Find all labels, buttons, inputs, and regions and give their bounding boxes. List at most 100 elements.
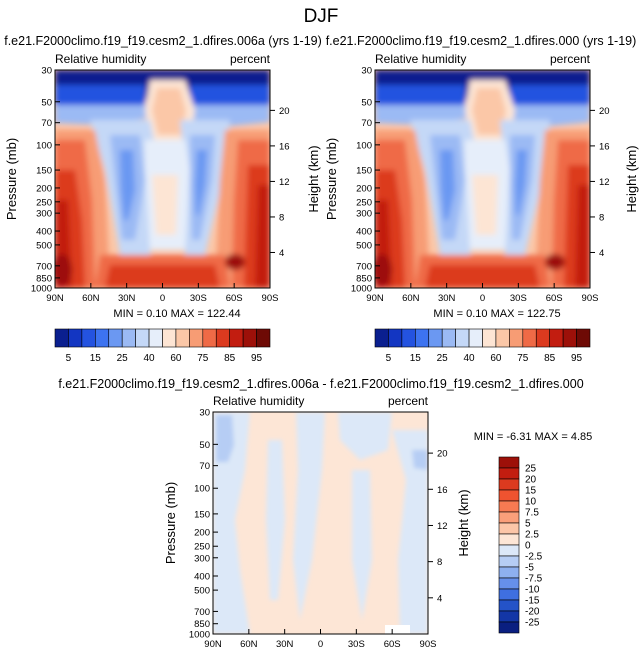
colorbar-label: 25 — [437, 353, 449, 364]
panel-3: f.e21.F2000climo.f19_f19.cesm2_1.dfires.… — [58, 377, 592, 650]
panel-2: f.e21.F2000climo.f19_f19.cesm2_1.dfires.… — [324, 34, 639, 364]
colorbar-swatch — [189, 328, 204, 348]
colorbar-swatch — [121, 328, 136, 348]
colorbar-label: 5 — [66, 353, 72, 364]
y-tick-label: 700 — [194, 607, 210, 618]
y-tick-label: 250 — [356, 197, 372, 208]
colorbar-swatch — [562, 328, 577, 348]
colorbar-swatch — [95, 328, 110, 348]
colorbar-label: -20 — [525, 607, 540, 618]
colorbar-swatch — [498, 588, 520, 601]
colorbar-label: -7.5 — [525, 574, 543, 585]
x-tick-label: 0 — [160, 293, 165, 304]
colorbar-label: 85 — [224, 353, 236, 364]
colorbar-label: 60 — [170, 353, 182, 364]
x-tick-label: 90S — [262, 293, 279, 304]
height-tick-label: 16 — [437, 485, 448, 496]
panel-2-axes: 90N 60N 30N 0 30S 60S 90S 30 50 70 100 150 200 250300… — [351, 66, 610, 305]
y-tick-label: 250 — [194, 542, 210, 553]
y-tick-label: 150 — [194, 509, 210, 520]
y-tick-label: 1000 — [31, 284, 52, 295]
colorbar-label: 15 — [90, 353, 102, 364]
colorbar-label: -25 — [525, 618, 540, 629]
panel-1-left-label: Relative humidity — [55, 52, 146, 66]
y-tick-label: 100 — [36, 140, 52, 151]
panel-3-ylabel: Pressure (mb) — [163, 482, 178, 564]
colorbar-label: 20 — [525, 475, 537, 486]
height-tick-label: 4 — [599, 248, 604, 259]
panel-2-title: f.e21.F2000climo.f19_f19.cesm2_1.dfires.… — [326, 34, 637, 48]
colorbar-swatch — [401, 328, 416, 348]
y-tick-label: 500 — [194, 586, 210, 597]
x-tick-label: 60N — [402, 293, 420, 304]
panel-3-right-label: percent — [388, 394, 429, 408]
y-tick-label: 400 — [356, 227, 372, 238]
x-tick-label: 30N — [438, 293, 456, 304]
y-tick-label: 400 — [36, 227, 52, 238]
y-tick-label: 200 — [36, 183, 52, 194]
y-tick-label: 300 — [356, 209, 372, 220]
colorbar-label: 15 — [410, 353, 422, 364]
panel-1-right-label: percent — [230, 52, 271, 66]
figure-title: DJF — [304, 6, 339, 27]
panel-2-ylabel: Pressure (mb) — [324, 138, 339, 220]
height-tick-label: 8 — [437, 557, 442, 568]
x-tick-label: 60N — [240, 639, 258, 650]
panel-2-stats: MIN = 0.10 MAX = 122.75 — [433, 308, 560, 320]
panel-3-axes: 90N 60N 30N 0 30S 60S 90S 30 50 70 100 150 200 250300… — [189, 408, 448, 651]
colorbar-swatch — [415, 328, 430, 348]
panel-3-ylabel-right: Height (km) — [456, 489, 471, 556]
colorbar-swatch — [441, 328, 456, 348]
colorbar-label: 10 — [525, 497, 537, 508]
y-tick-label: 70 — [199, 461, 210, 472]
colorbar-label: 0 — [525, 541, 531, 552]
colorbar-swatch — [498, 555, 520, 568]
x-tick-label: 60S — [546, 293, 563, 304]
height-tick-label: 20 — [279, 106, 290, 117]
colorbar-label: 5 — [386, 353, 392, 364]
colorbar-swatch — [256, 328, 271, 348]
colorbar-swatch — [242, 328, 257, 348]
colorbar-swatch — [498, 577, 520, 590]
x-tick-label: 60N — [82, 293, 100, 304]
colorbar-swatch — [428, 328, 443, 348]
colorbar-swatch — [498, 500, 520, 513]
colorbar-swatch — [498, 489, 520, 502]
colorbar-swatch — [162, 328, 177, 348]
y-tick-label: 50 — [41, 97, 52, 108]
colorbar-swatch — [455, 328, 470, 348]
colorbar-swatch — [498, 467, 520, 480]
panel-2-field — [375, 70, 590, 288]
colorbar-swatch — [498, 522, 520, 535]
y-tick-label: 1000 — [351, 284, 372, 295]
panel-1-axes: 90N 60N 30N 0 30S 60S 90S 30 50 70 100 150 200 250300… — [31, 66, 290, 305]
height-tick-label: 20 — [437, 449, 448, 460]
panel-1-colorbar: 5 15 25 40 60 75 85 95 — [54, 328, 271, 364]
panel-1-stats: MIN = 0.10 MAX = 122.44 — [113, 308, 240, 320]
colorbar-swatch — [229, 328, 244, 348]
y-tick-label: 100 — [194, 484, 210, 495]
colorbar-swatch — [509, 328, 524, 348]
height-tick-label: 4 — [437, 593, 442, 604]
x-tick-label: 90N — [46, 293, 64, 304]
colorbar-swatch — [498, 610, 520, 623]
x-tick-label: 30S — [510, 293, 527, 304]
colorbar-swatch — [468, 328, 483, 348]
colorbar-label: 95 — [571, 353, 583, 364]
height-tick-label: 12 — [279, 177, 290, 188]
panel-2-right-label: percent — [550, 52, 591, 66]
colorbar-label: 5 — [525, 519, 531, 530]
height-tick-label: 12 — [437, 521, 448, 532]
colorbar-label: 7.5 — [525, 508, 539, 519]
panel-1-ylabel-right: Height (km) — [306, 145, 321, 212]
colorbar-label: 25 — [525, 464, 537, 475]
colorbar-swatch — [202, 328, 217, 348]
colorbar-swatch — [576, 328, 591, 348]
colorbar-swatch — [498, 599, 520, 612]
x-tick-label: 90S — [420, 639, 437, 650]
colorbar-label: -2.5 — [525, 552, 543, 563]
x-tick-label: 30N — [276, 639, 294, 650]
colorbar-swatch — [522, 328, 537, 348]
panel-3-field — [213, 412, 428, 634]
x-tick-label: 30N — [118, 293, 136, 304]
